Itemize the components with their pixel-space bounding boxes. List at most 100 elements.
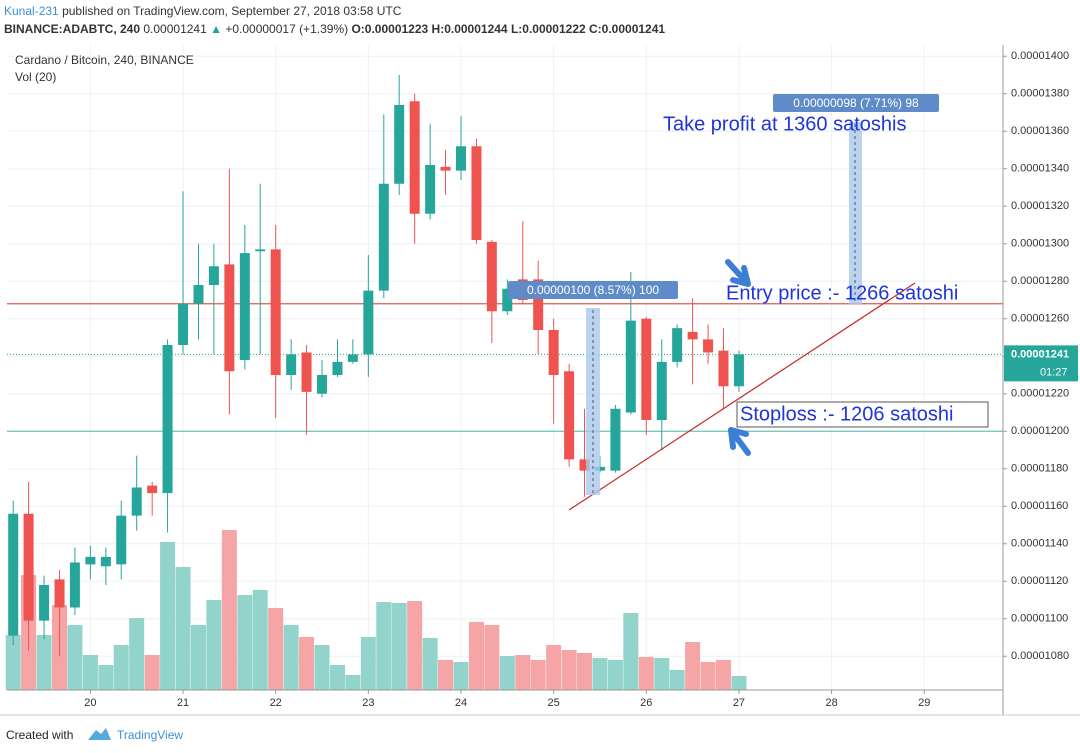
candle-body <box>54 579 65 608</box>
candle-body <box>718 350 729 387</box>
volume-bar <box>129 618 145 690</box>
published: published on TradingView.com, September … <box>62 4 402 18</box>
arrow: ▲ <box>210 22 222 36</box>
measure-label-box <box>508 281 678 299</box>
candle-body <box>625 320 636 413</box>
measure-label: 0.00000100 (8.57%) 100 <box>527 283 659 297</box>
candle-body <box>394 105 405 184</box>
candle-layer <box>8 75 744 657</box>
author[interactable]: Kunal-231 <box>4 4 59 18</box>
volume-bar <box>685 642 701 690</box>
y-tick-label: 0.00001340 <box>1011 163 1069 175</box>
volume-bar <box>113 645 129 690</box>
take-profit-note: Take profit at 1360 satoshis <box>663 113 906 135</box>
volume-bar <box>82 655 98 690</box>
candle-body <box>147 485 158 494</box>
y-tick-label: 0.00001100 <box>1011 613 1068 625</box>
entry-note: Entry price :- 1266 satoshi <box>726 282 958 304</box>
candle-body <box>378 183 389 291</box>
volume-bar <box>438 660 454 690</box>
candle-body <box>100 556 111 567</box>
candle-body <box>502 288 513 312</box>
y-tick-label: 0.00001260 <box>1011 313 1069 325</box>
volume-bar <box>561 650 577 690</box>
volume-bar <box>638 657 654 690</box>
y-tick-label: 0.00001220 <box>1011 388 1069 400</box>
candle-body <box>239 253 250 360</box>
ohlc-high: H:0.00001244 <box>432 22 508 36</box>
candle-body <box>286 354 297 375</box>
symbol-line: BINANCE:ADABTC, 240 0.00001241 ▲ +0.0000… <box>4 22 665 36</box>
volume-bar <box>268 608 284 690</box>
candle-body <box>656 361 667 420</box>
header-line: Kunal-231 published on TradingView.com, … <box>4 4 402 18</box>
volume-bar <box>237 595 253 690</box>
volume-bar <box>360 637 376 690</box>
y-tick-label: 0.00001320 <box>1011 200 1069 212</box>
volume-bar <box>592 658 608 690</box>
volume-bar <box>98 665 114 690</box>
ohlc-low: L:0.00001222 <box>511 22 586 36</box>
last-price-box <box>1004 345 1078 382</box>
candle-body <box>486 241 497 312</box>
candle-body <box>224 264 235 372</box>
volume-bar <box>191 625 207 690</box>
volume-bar <box>252 590 268 690</box>
candle-body <box>301 352 312 392</box>
measure-label: 0.00000098 (7.71%) 98 <box>793 96 919 110</box>
last: 0.00001241 <box>143 22 207 36</box>
x-tick-label: 23 <box>362 697 374 709</box>
y-tick-label: 0.00001140 <box>1011 538 1068 550</box>
candle-body <box>425 165 436 214</box>
volume-bar <box>669 670 685 690</box>
candle-body <box>733 354 744 387</box>
x-tick-label: 25 <box>548 697 560 709</box>
volume-bar <box>715 660 731 690</box>
candle-body <box>440 166 451 171</box>
measure-label-box <box>773 94 939 112</box>
volume-bar <box>299 637 315 690</box>
candle-body <box>85 556 96 565</box>
symbol: BINANCE:ADABTC, 240 <box>4 22 140 36</box>
arrow <box>728 427 751 456</box>
volume-bar <box>144 655 160 690</box>
candle-body <box>564 371 575 460</box>
candle-body <box>131 487 142 516</box>
countdown: 01:27 <box>1040 366 1068 378</box>
y-tick-label: 0.00001080 <box>1011 650 1069 662</box>
x-tick-label: 20 <box>84 697 96 709</box>
candle-body <box>687 331 698 340</box>
candle-body <box>162 345 173 494</box>
volume-bar <box>206 600 222 690</box>
candle-body <box>471 146 482 240</box>
stoploss-note: Stoploss :- 1206 satoshi <box>740 403 953 425</box>
volume-layer <box>5 530 747 690</box>
x-tick-label: 22 <box>270 697 282 709</box>
volume-bar <box>468 622 484 690</box>
volume-bar <box>376 602 392 690</box>
volume-bar <box>499 656 515 690</box>
volume-bar <box>607 660 623 690</box>
candle-body <box>672 328 683 362</box>
volume-bar <box>67 625 83 690</box>
candle-body <box>178 303 189 345</box>
x-tick-label: 21 <box>177 697 189 709</box>
x-tick-label: 26 <box>640 697 652 709</box>
candle-body <box>23 513 34 621</box>
volume-bar <box>36 635 52 690</box>
volume-bar <box>175 567 191 690</box>
volume-bar <box>5 635 21 690</box>
candle-body <box>533 279 544 330</box>
y-tick-label: 0.00001300 <box>1011 238 1069 250</box>
axis-layer: 0.00001080 0.00001100 0.00001120 0.00001140… <box>84 50 1078 709</box>
volume-bar <box>700 662 716 690</box>
y-tick-label: 0.00001160 <box>1011 500 1068 512</box>
y-tick-label: 0.00001200 <box>1011 425 1069 437</box>
footer-brand[interactable]: TradingView <box>117 728 183 742</box>
candle-body <box>548 330 559 375</box>
candle-body <box>39 585 50 621</box>
last-price-label: 0.00001241 <box>1011 348 1069 360</box>
volume-bar <box>453 662 469 690</box>
volume-bar <box>515 655 531 690</box>
